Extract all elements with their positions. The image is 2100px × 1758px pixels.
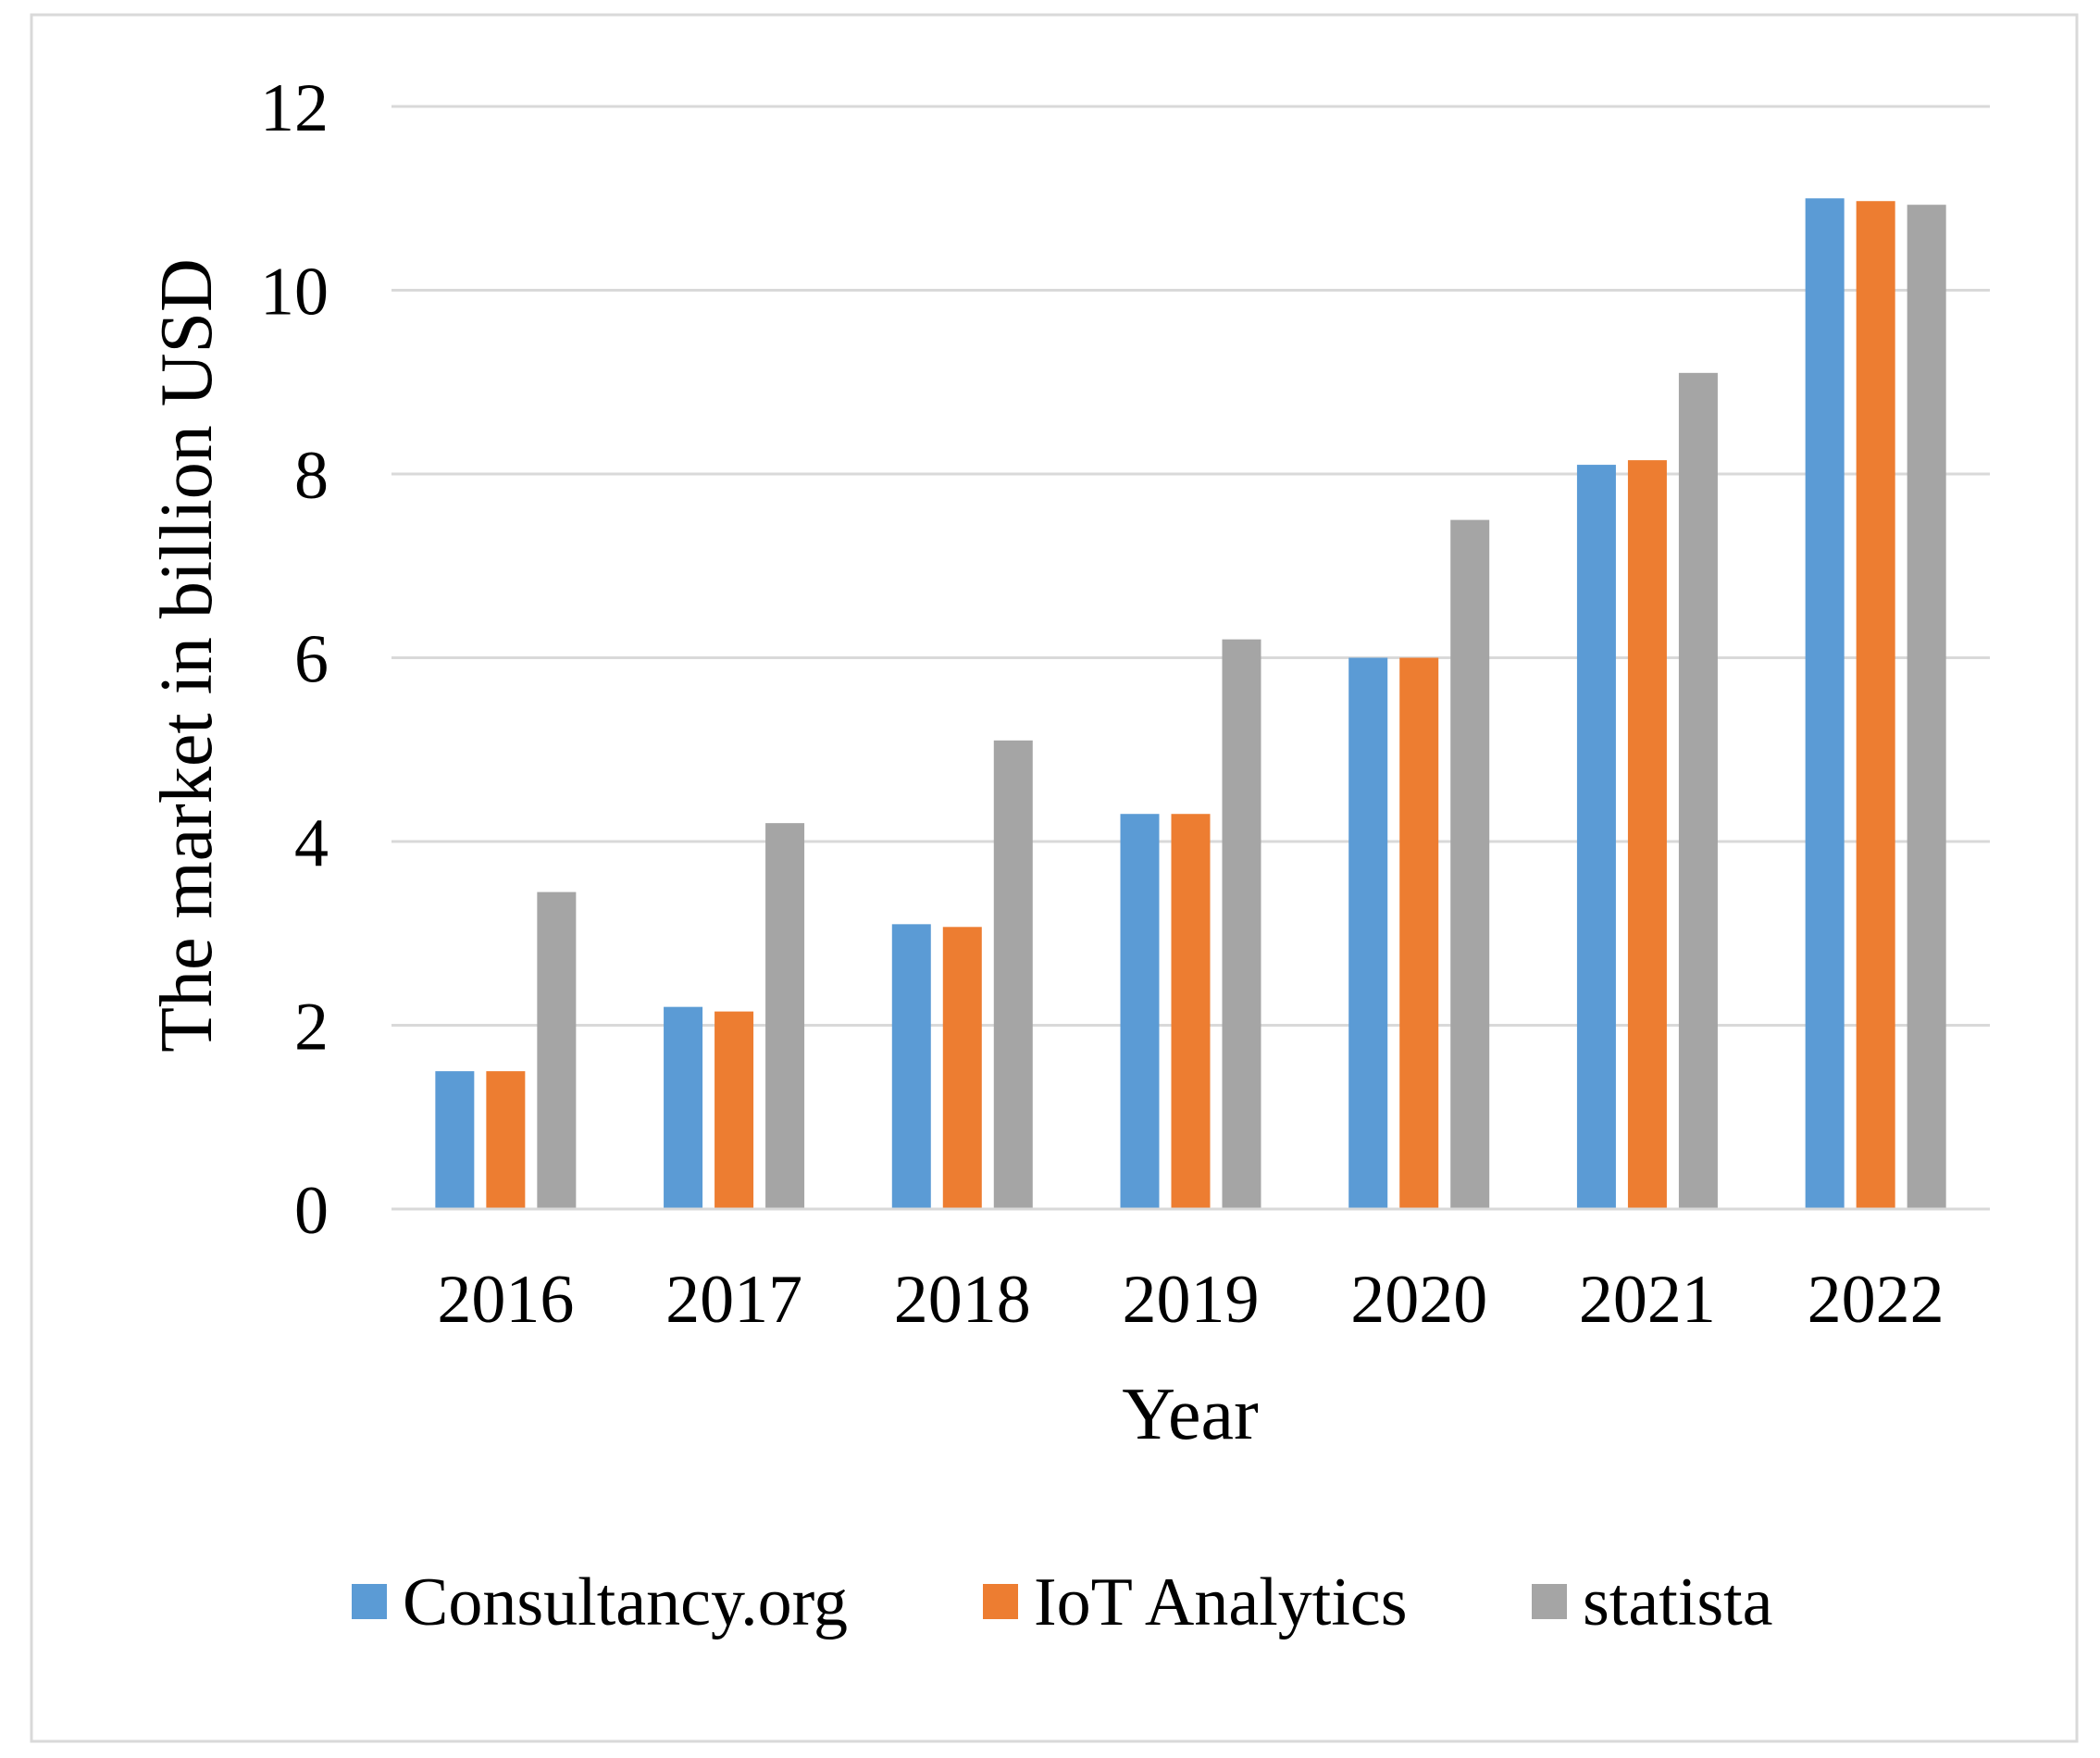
bar-statista-2021 xyxy=(1678,372,1718,1209)
y-tick-label: 8 xyxy=(294,438,329,514)
bar-consultancy-org-2020 xyxy=(1348,657,1388,1209)
x-tick-label: 2017 xyxy=(665,1262,802,1338)
bars xyxy=(435,198,1946,1209)
y-tick-label: 4 xyxy=(294,805,329,881)
bar-iot-analytics-2018 xyxy=(942,927,982,1209)
bar-iot-analytics-2017 xyxy=(714,1011,754,1209)
bar-iot-analytics-2021 xyxy=(1627,460,1667,1209)
legend-label: IoT Analytics xyxy=(1034,1565,1408,1640)
legend-swatch-iot-analytics xyxy=(983,1584,1018,1619)
legend: Consultancy.org IoT Analytics statista xyxy=(352,1565,1773,1640)
bar-consultancy-org-2018 xyxy=(891,924,931,1209)
y-tick-label: 6 xyxy=(294,622,329,698)
bar-iot-analytics-2016 xyxy=(486,1071,526,1209)
bar-consultancy-org-2016 xyxy=(435,1071,475,1209)
bar-consultancy-org-2017 xyxy=(664,1006,703,1209)
x-tick-label: 2018 xyxy=(894,1262,1031,1338)
bar-statista-2016 xyxy=(537,891,577,1209)
x-tick-label: 2021 xyxy=(1579,1262,1716,1338)
bar-statista-2019 xyxy=(1222,639,1261,1209)
bar-statista-2018 xyxy=(993,740,1033,1209)
y-tick-label: 10 xyxy=(260,255,329,330)
legend-label: statista xyxy=(1583,1565,1773,1640)
bar-consultancy-org-2022 xyxy=(1805,198,1845,1209)
bar-statista-2022 xyxy=(1907,205,1946,1209)
legend-swatch-statista xyxy=(1532,1584,1567,1619)
x-tick-label: 2016 xyxy=(437,1262,574,1338)
gridlines xyxy=(391,105,1990,1027)
x-axis-title: Year xyxy=(1122,1374,1258,1455)
x-tick-label: 2022 xyxy=(1808,1262,1945,1338)
y-tick-label: 2 xyxy=(294,990,329,1066)
bar-statista-2017 xyxy=(765,823,805,1209)
y-axis-ticks: 0 2 4 6 8 10 12 xyxy=(260,70,329,1249)
legend-swatch-consultancy-org xyxy=(352,1584,387,1619)
bar-iot-analytics-2019 xyxy=(1171,814,1211,1209)
y-tick-label: 12 xyxy=(260,70,329,146)
bar-consultancy-org-2021 xyxy=(1576,465,1616,1209)
bar-iot-analytics-2020 xyxy=(1399,657,1439,1209)
bar-consultancy-org-2019 xyxy=(1120,814,1160,1209)
bar-statista-2020 xyxy=(1450,519,1490,1209)
y-tick-label: 0 xyxy=(294,1173,329,1249)
x-tick-label: 2020 xyxy=(1350,1262,1487,1338)
chart-frame xyxy=(30,13,2079,1743)
y-axis-title: The market in billion USD xyxy=(146,258,228,1053)
bar-iot-analytics-2022 xyxy=(1856,201,1895,1209)
legend-label: Consultancy.org xyxy=(403,1565,848,1640)
x-tick-label: 2019 xyxy=(1123,1262,1260,1338)
x-axis-ticks: 2016 2017 2018 2019 2020 2021 2022 xyxy=(437,1262,1944,1338)
